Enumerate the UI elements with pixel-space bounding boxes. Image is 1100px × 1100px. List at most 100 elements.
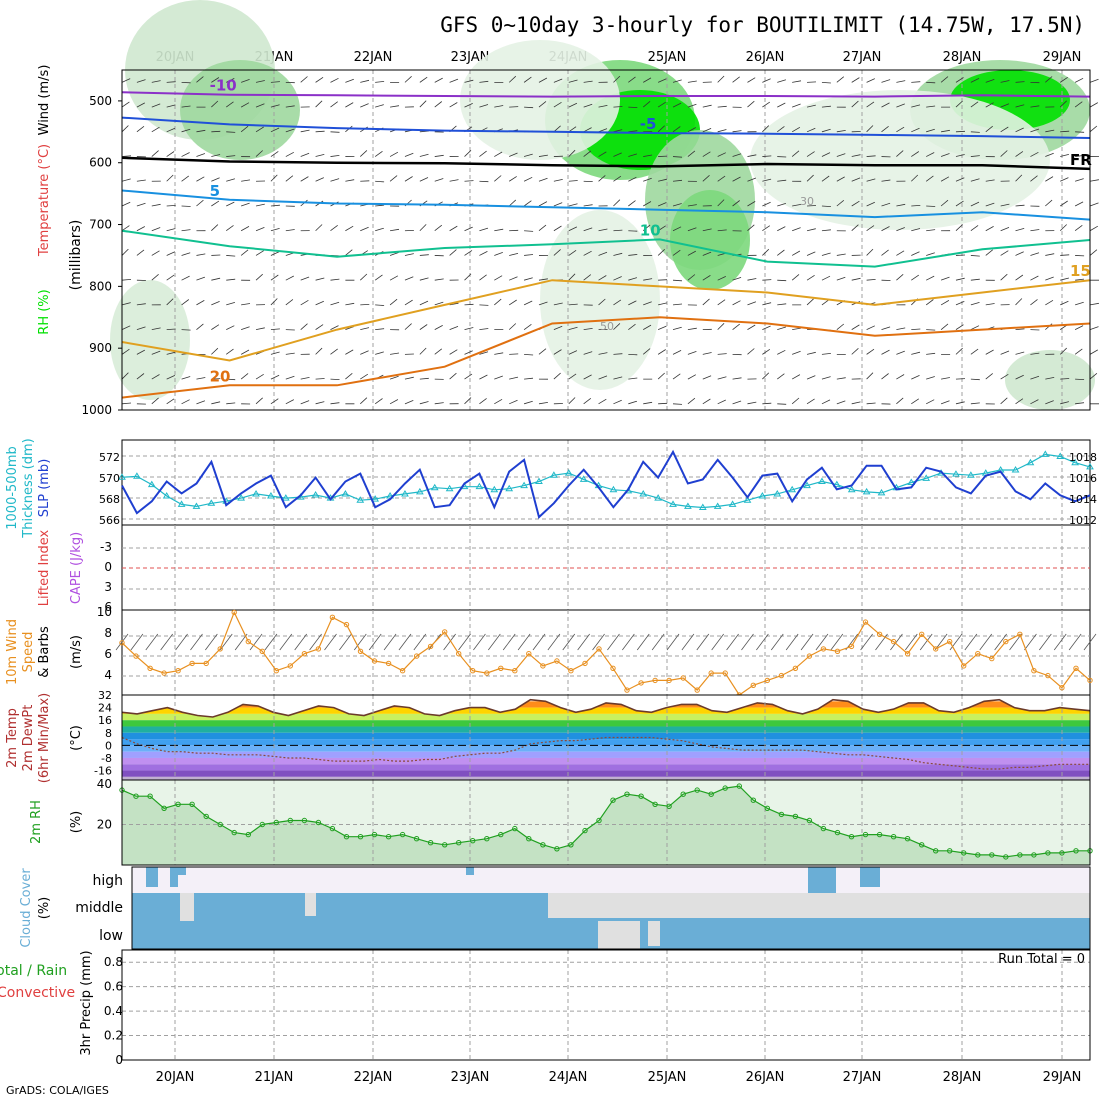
wind-barb: [851, 77, 860, 83]
wind-barb: [404, 299, 413, 306]
wind-barb: [1060, 277, 1069, 281]
wind-barb: [330, 402, 340, 405]
cloud-bar-high: [860, 867, 880, 887]
wind-barb: [911, 205, 921, 207]
wind-barb: [881, 102, 890, 108]
wind-barb: [464, 150, 472, 157]
wind-speed-point: [231, 609, 237, 616]
isotherm-label: 20: [210, 367, 231, 385]
wind-barb: [375, 81, 385, 83]
wind-barb: [285, 399, 294, 405]
wind-barb: [538, 301, 548, 306]
wind-barb: [136, 79, 146, 83]
wind-barb: [390, 352, 400, 355]
wind-barb: [419, 100, 427, 108]
wind-barb: [896, 250, 905, 256]
wind-barb: [821, 128, 831, 133]
rh-point: [680, 791, 686, 797]
wind-barb: [657, 125, 665, 133]
rh2m-frame: [121, 779, 1091, 866]
wind-barb: [1030, 105, 1040, 108]
wind-speed-point: [975, 651, 981, 657]
wind-barb: [821, 205, 831, 207]
wind-barb: [777, 203, 787, 207]
wind-barb: [687, 150, 696, 157]
wind-barb: [181, 128, 191, 133]
wind-barb: [696, 633, 710, 651]
wind-barb: [130, 633, 144, 651]
rh-point: [933, 848, 939, 854]
wind-barb: [1000, 250, 1009, 256]
rh-point: [512, 825, 518, 832]
wind-barb: [583, 204, 593, 207]
thickness-point: [371, 495, 380, 502]
wind-speed-point: [1087, 677, 1093, 684]
wind-barb: [449, 102, 458, 108]
wind-barb: [508, 323, 517, 330]
wind-barb: [672, 203, 682, 207]
thickness-slp-frame: [121, 439, 1091, 526]
wind-barb: [404, 76, 412, 83]
wind-barb: [339, 633, 352, 651]
isotherm-label: 5: [210, 182, 220, 200]
wind-barb: [1074, 348, 1083, 355]
wind-barb: [434, 178, 444, 182]
rh-point: [385, 834, 392, 840]
wind-barb: [226, 201, 235, 207]
rh-point: [301, 817, 308, 824]
wind-barb: [726, 633, 739, 651]
wind-barb: [285, 128, 295, 133]
wind-barb: [464, 373, 473, 380]
wind-barb: [1089, 225, 1099, 232]
thickness-point: [639, 489, 648, 497]
wind-barb: [449, 249, 457, 256]
wind-barb: [294, 633, 308, 651]
rh-point: [175, 801, 181, 807]
isotherm-line: [121, 316, 1091, 399]
wind-barb: [1060, 300, 1069, 306]
wind-barb: [375, 204, 385, 207]
wind-barb: [270, 274, 279, 281]
wind-barb: [270, 81, 280, 83]
wind-barb: [389, 175, 398, 182]
wind-barb: [628, 176, 637, 182]
temp-tick: 32: [98, 689, 112, 702]
wind-barb: [330, 348, 338, 355]
wind-barb: [196, 76, 204, 83]
wind-barb: [821, 105, 831, 108]
wind-barb: [553, 101, 562, 108]
wind-barb: [911, 228, 921, 232]
wind-barb: [300, 299, 309, 306]
wind-barb: [375, 227, 384, 232]
wind-barb: [1059, 100, 1067, 108]
wind-barb: [806, 127, 816, 133]
wind-barb: [345, 302, 355, 306]
wind-barb: [732, 130, 742, 133]
wind-barb: [211, 401, 221, 405]
wind-barb: [270, 328, 280, 331]
wind-barb: [270, 151, 279, 157]
wind-barb: [658, 302, 667, 306]
wind-barb: [747, 154, 757, 157]
wind-barb: [702, 352, 712, 355]
wind-barb: [330, 155, 340, 157]
wind-barb: [598, 251, 608, 256]
wind-barb: [226, 178, 236, 182]
wind-barb: [419, 153, 429, 157]
wind-barb: [211, 77, 220, 83]
wind-barb: [509, 376, 519, 380]
wind-speed-point: [273, 668, 279, 674]
wind-barb: [479, 104, 489, 108]
wind-barb: [613, 323, 621, 330]
rh-point: [722, 785, 728, 791]
day-label-top: 22JAN: [354, 50, 393, 65]
wind-barb: [115, 633, 129, 651]
day-label-bottom: 27JAN: [843, 1070, 882, 1085]
wind-barb: [904, 633, 918, 651]
wind-barb: [866, 279, 876, 281]
wind-barb: [464, 250, 473, 256]
wind-barb: [732, 176, 741, 182]
wind-barb: [583, 351, 593, 355]
isotherm-label: FR: [1070, 151, 1092, 169]
wind-barb: [404, 376, 414, 380]
